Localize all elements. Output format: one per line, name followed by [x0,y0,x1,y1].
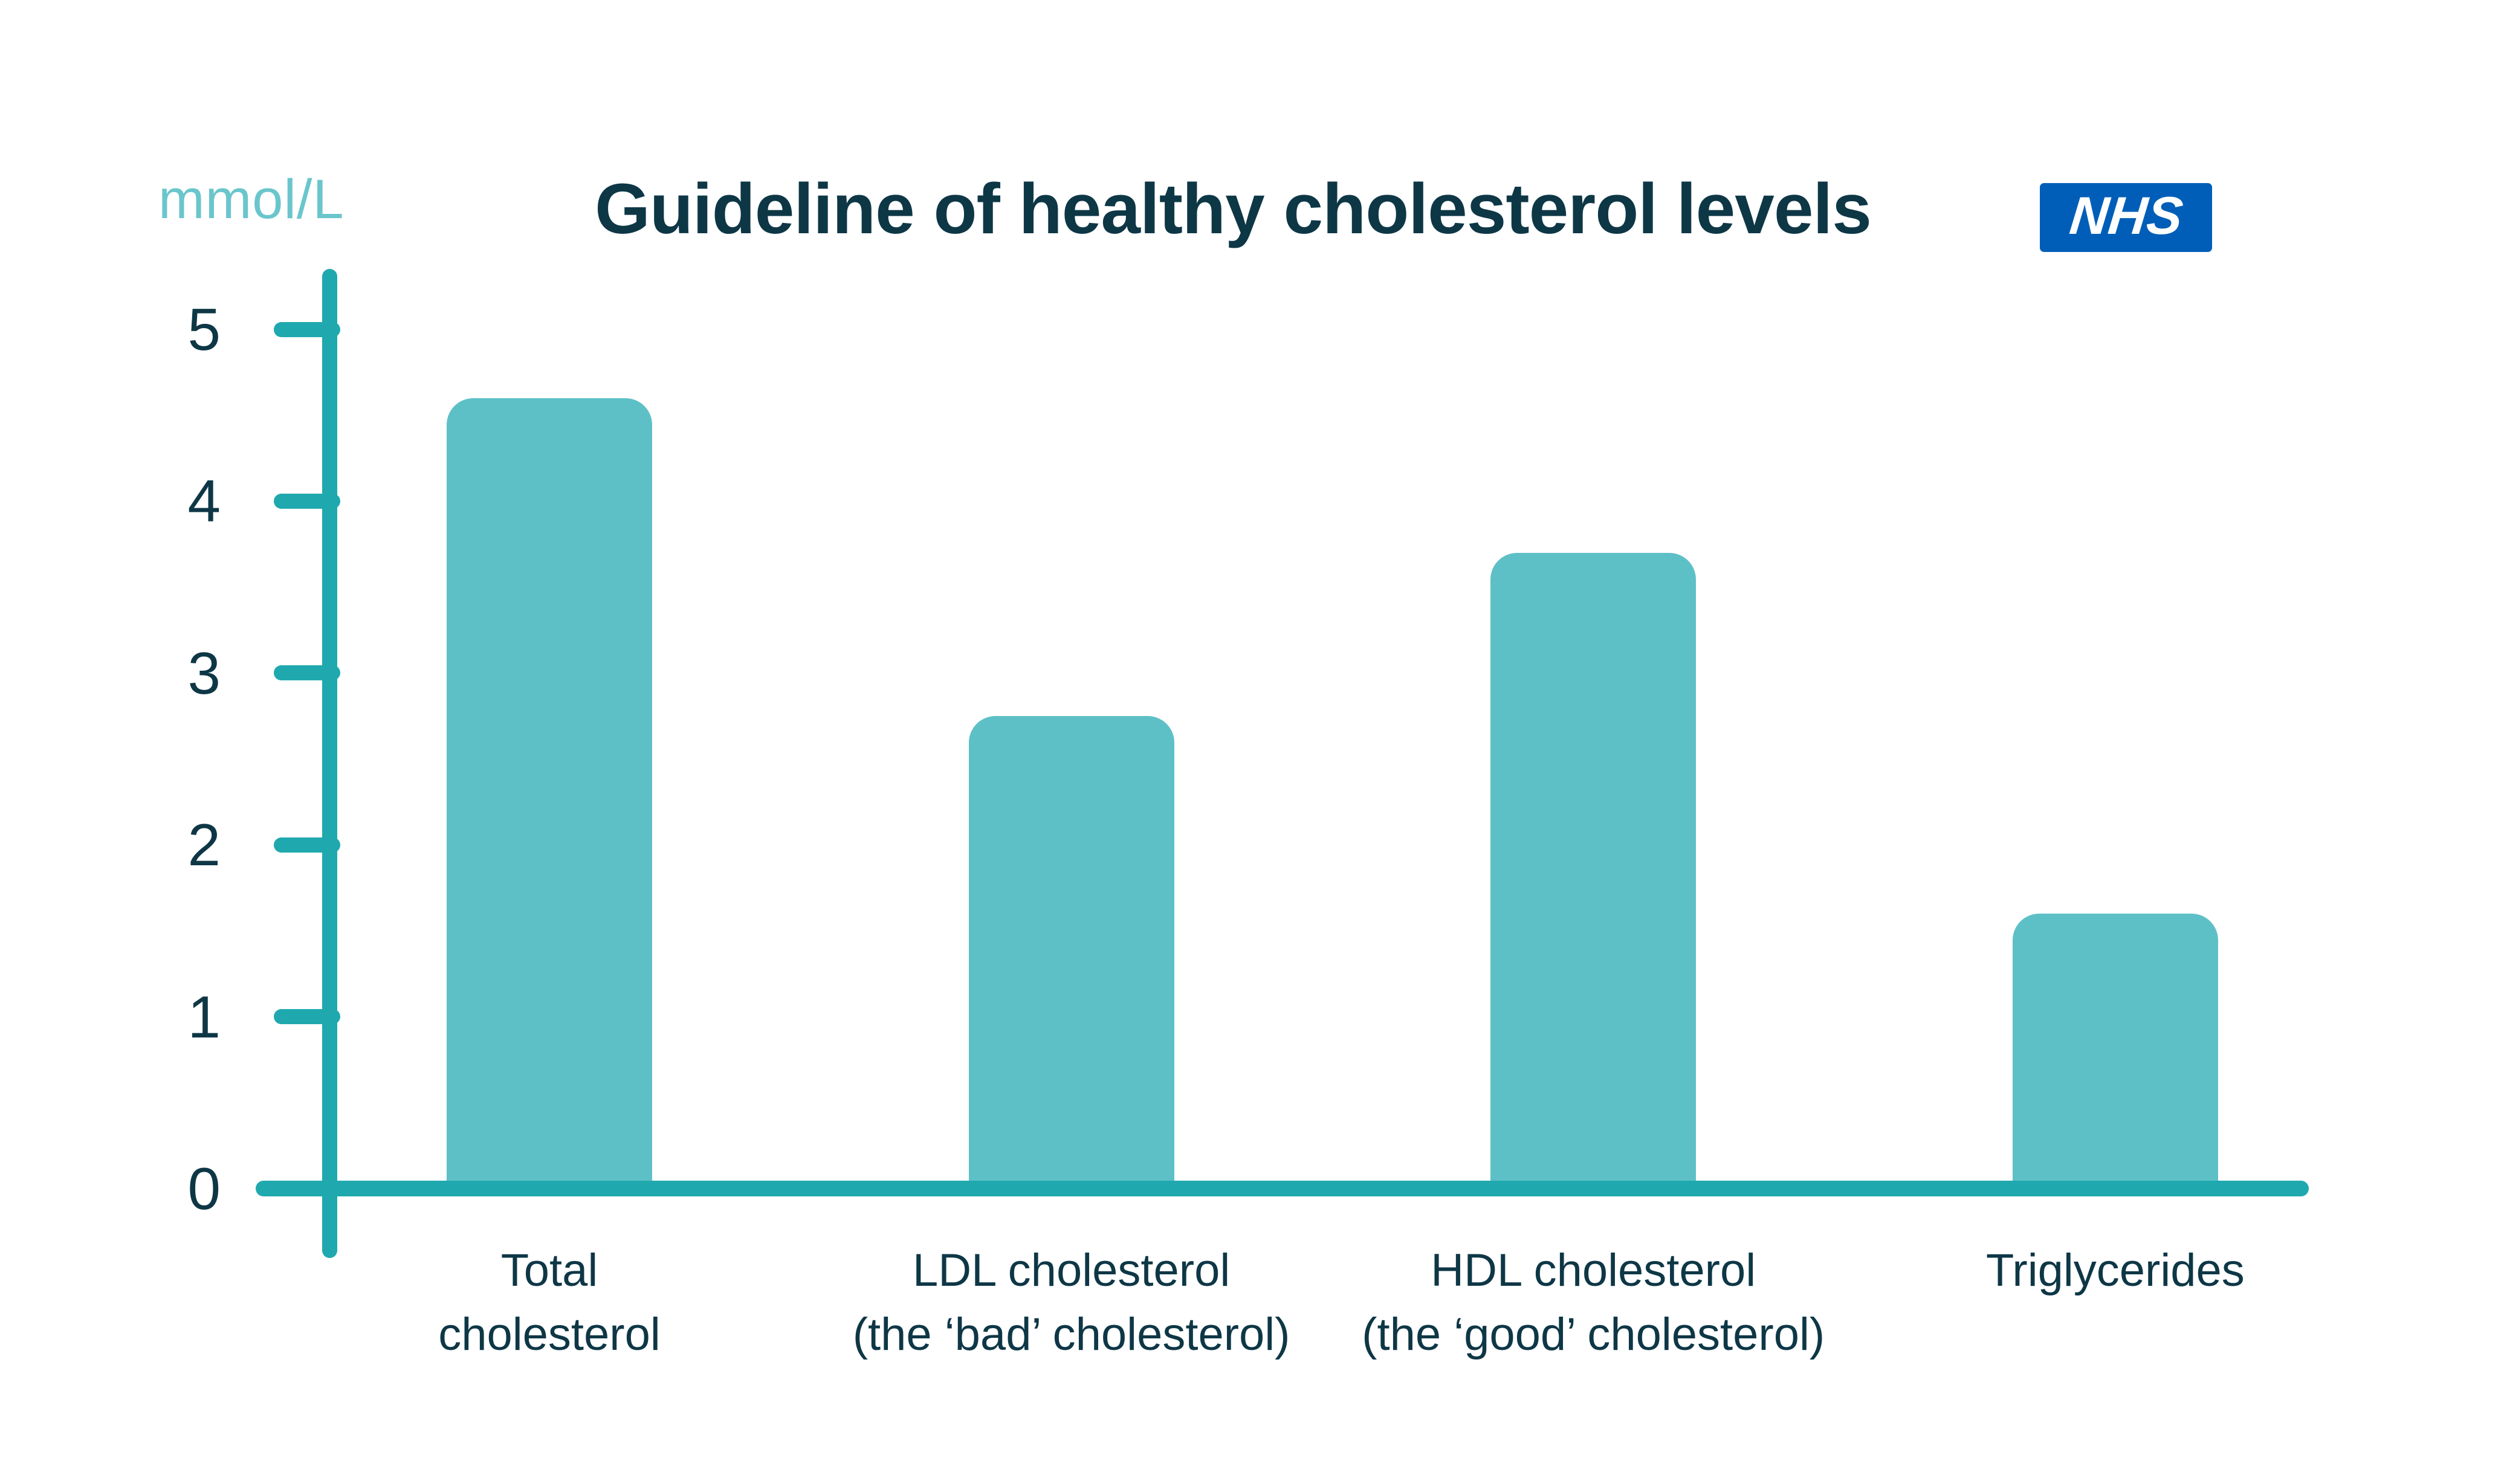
category-label-line: (the ‘bad’ cholesterol) [852,1309,1290,1360]
chart-title: Guideline of healthy cholesterol levels [595,169,1872,249]
category-label-line: (the ‘good’ cholesterol) [1362,1309,1825,1360]
y-tick-label: 5 [187,296,221,363]
y-axis-unit-label: mmol/L [158,169,345,230]
category-label: LDL cholesterol (the ‘bad’ cholesterol) [800,1239,1344,1367]
category-label-line: HDL cholesterol [1431,1245,1756,1296]
category-label-line: Total [500,1245,598,1296]
category-label: Total cholesterol [277,1239,821,1367]
y-tick-label: 3 [187,639,221,706]
category-label-line: cholesterol [438,1309,661,1360]
bar-hdl-cholesterol-the-good-cholesterol [1490,552,1697,1189]
bar-total-cholesterol [447,398,652,1189]
nhs-logo-text: NHS [2066,186,2185,245]
y-tick-label: 2 [187,811,221,879]
category-label-line: LDL cholesterol [912,1245,1231,1296]
y-tick-label: 4 [187,468,221,535]
nhs-logo: NHS [2040,183,2212,252]
category-label: HDL cholesterol (the ‘good’ cholesterol) [1321,1239,1865,1367]
y-tick-label: 1 [187,983,221,1050]
category-label: Triglycerides [1843,1239,2387,1303]
y-axis-line [322,269,337,1258]
category-label-line: Triglycerides [1985,1245,2245,1296]
bar-triglycerides [2012,913,2218,1189]
bar-ldl-cholesterol-the-bad-cholesterol [968,715,1174,1189]
x-axis-line [256,1181,2309,1196]
y-tick-label: 0 [187,1155,221,1222]
